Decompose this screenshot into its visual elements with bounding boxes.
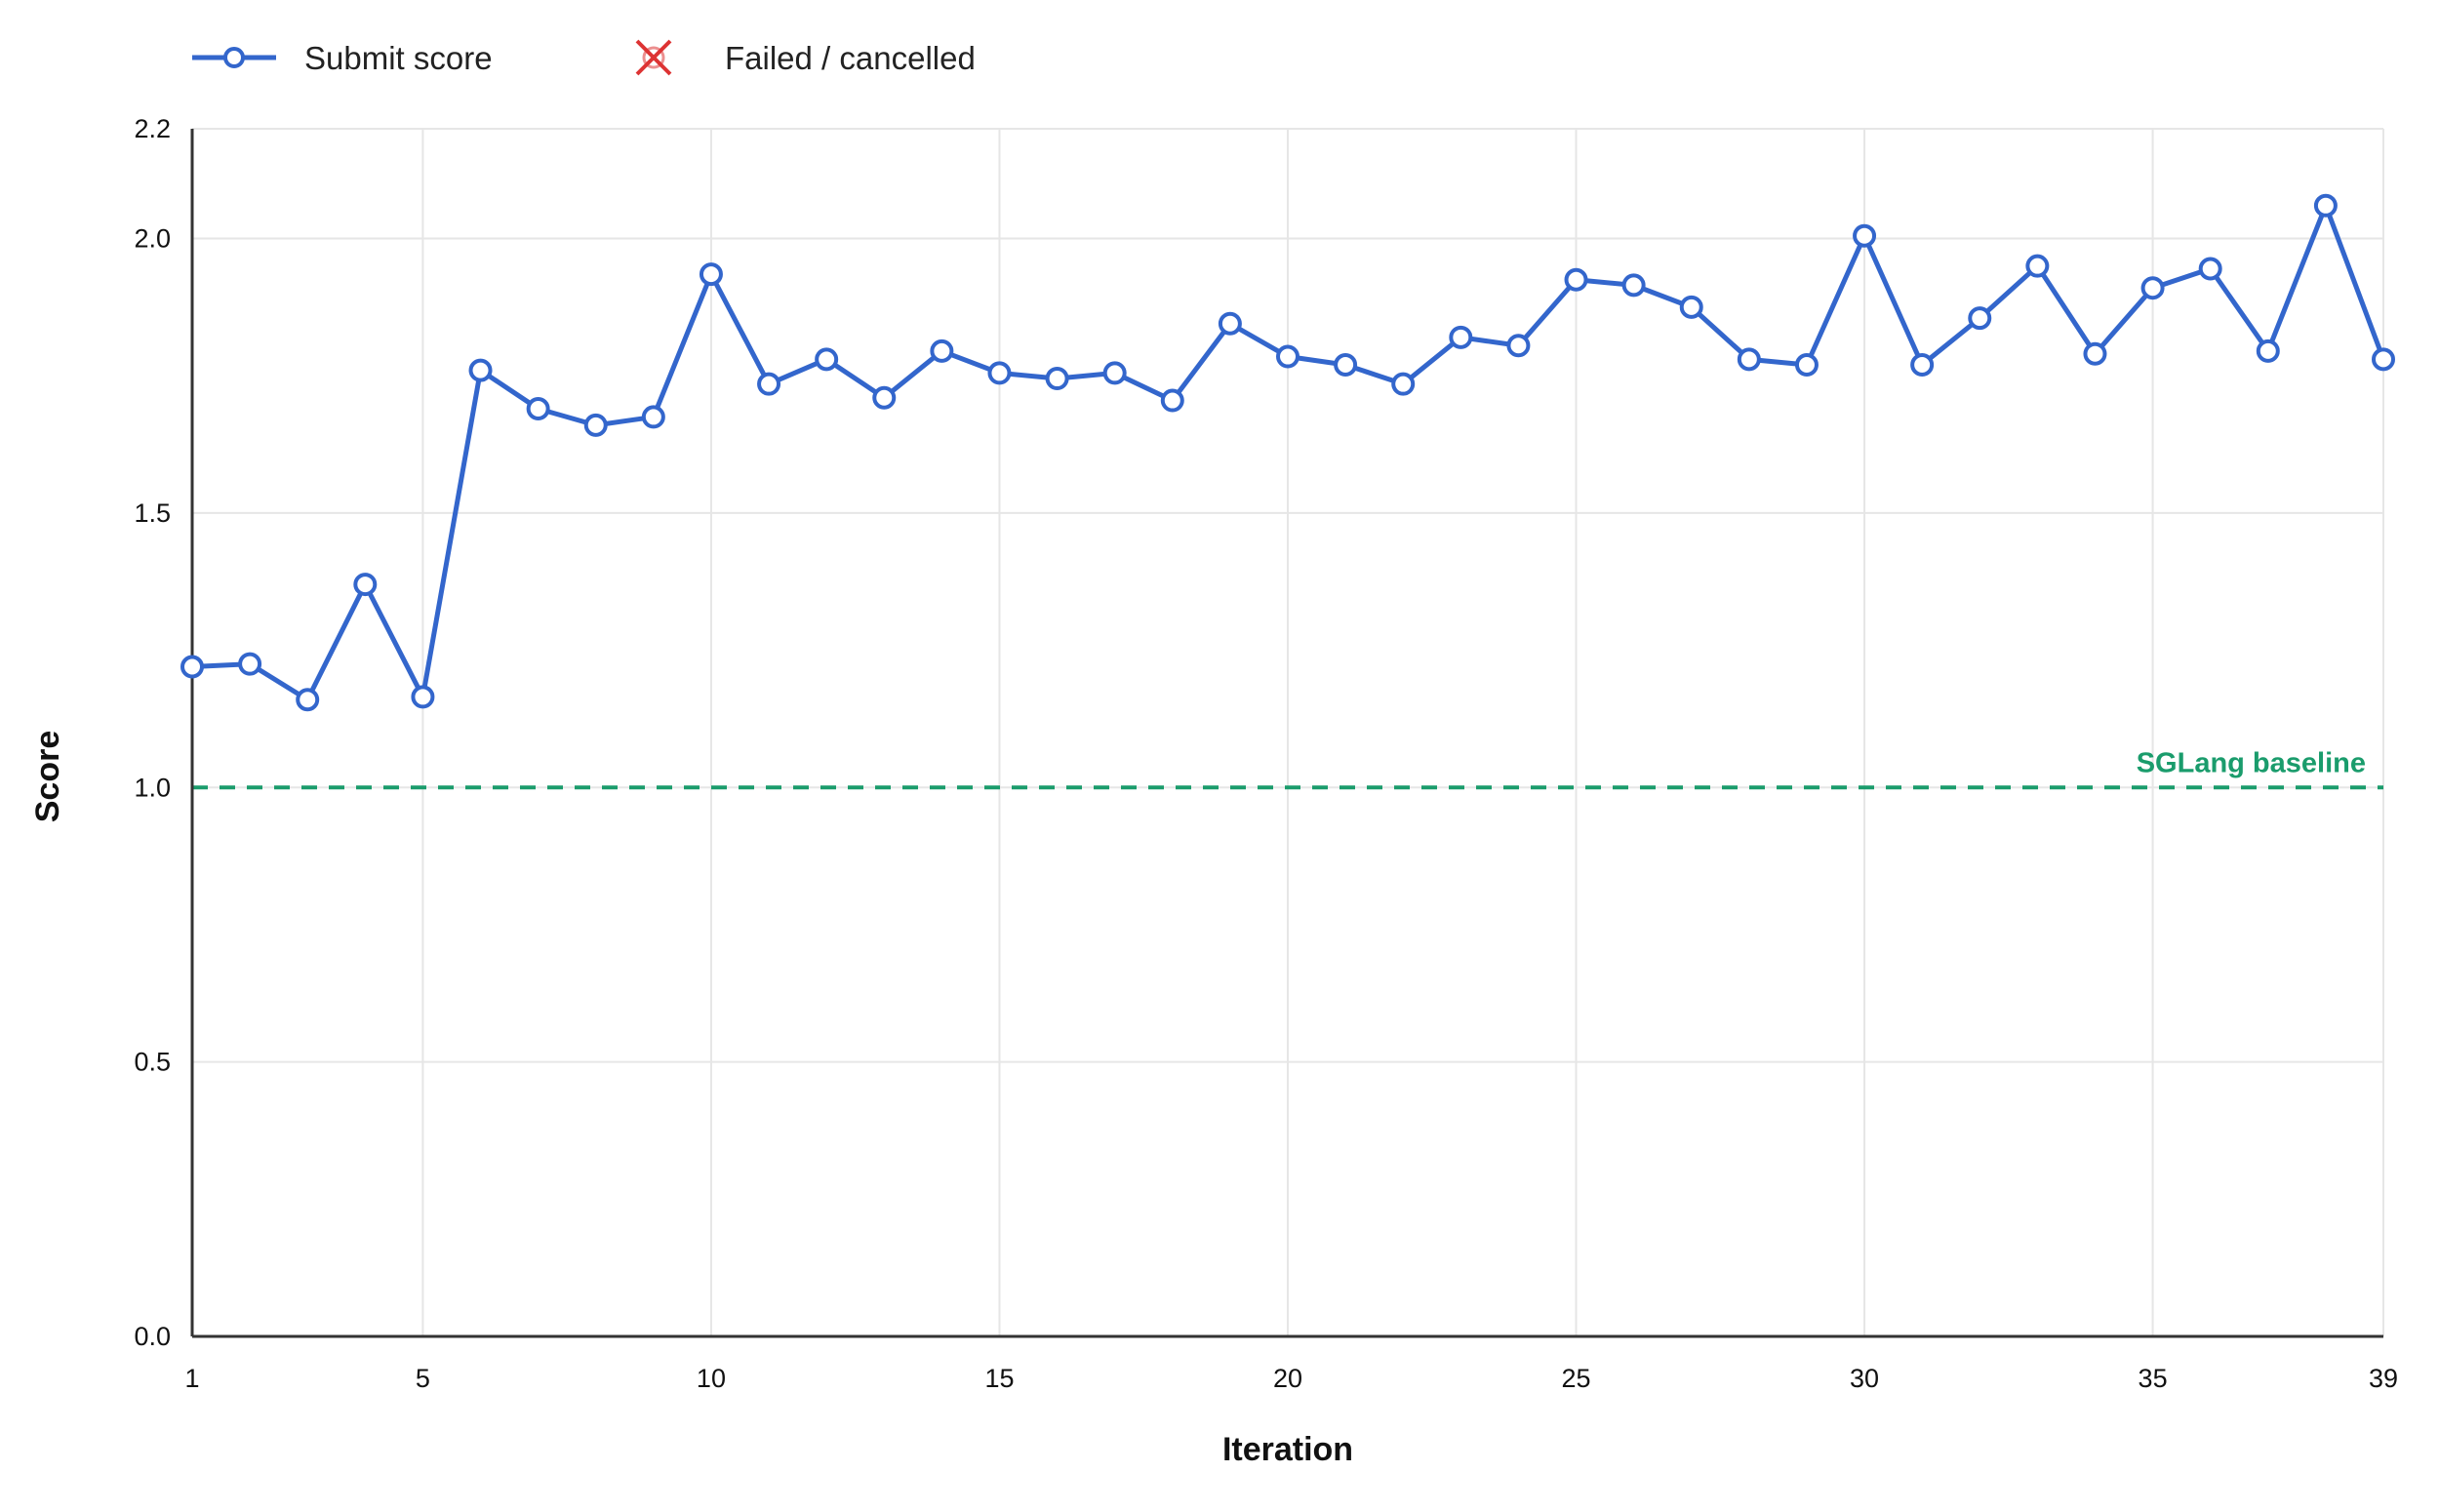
data-point (353, 573, 378, 597)
data-point (2140, 276, 2165, 300)
data-point (2256, 338, 2280, 363)
data-point (1910, 352, 1935, 377)
data-point (238, 652, 262, 676)
reference-lines: SGLang baseline (192, 747, 2383, 790)
data-point (1737, 347, 1761, 372)
data-point (1334, 352, 1358, 377)
data-point (2313, 193, 2338, 218)
data-point (757, 372, 781, 396)
legend-label: Failed / cancelled (725, 40, 976, 76)
x-tick-label: 30 (1850, 1364, 1879, 1393)
x-tick-label: 39 (2369, 1364, 2398, 1393)
y-tick-label: 0.0 (134, 1322, 171, 1351)
x-tick-label: 5 (416, 1364, 430, 1393)
legend-circle-icon (223, 47, 245, 68)
data-point (1391, 372, 1416, 396)
x-axis-title: Iteration (1222, 1431, 1353, 1468)
data-point (1621, 273, 1646, 298)
data-point (296, 688, 320, 712)
data-point (411, 685, 435, 709)
series (180, 193, 2395, 712)
x-tick-label: 15 (984, 1364, 1014, 1393)
data-point (1102, 361, 1127, 385)
data-point (1449, 325, 1473, 349)
data-point (1045, 367, 1069, 391)
legend-cross-icon (635, 39, 672, 76)
y-tick-label: 1.5 (134, 498, 171, 528)
data-point (583, 413, 608, 437)
x-tick-label: 10 (697, 1364, 726, 1393)
data-point (1564, 267, 1588, 292)
data-point (641, 405, 665, 429)
y-tick-label: 2.2 (134, 114, 171, 143)
x-tick-label: 1 (184, 1364, 199, 1393)
x-tick-label: 25 (1562, 1364, 1591, 1393)
x-tick-label: 35 (2139, 1364, 2168, 1393)
data-point (2083, 341, 2107, 366)
data-point (987, 361, 1012, 385)
data-point (2372, 347, 2395, 372)
data-point (930, 338, 954, 363)
x-tick-label: 20 (1273, 1364, 1302, 1393)
data-point (1506, 334, 1531, 358)
y-tick-label: 1.0 (134, 773, 171, 802)
y-tick-label: 2.0 (134, 224, 171, 254)
y-tick-label: 0.5 (134, 1048, 171, 1077)
data-point (1160, 388, 1184, 413)
grid (191, 128, 2384, 1337)
legend-cross-ring-icon (642, 46, 665, 69)
data-point (1218, 311, 1242, 336)
legend-label: Submit score (304, 40, 493, 76)
data-point (1968, 306, 1992, 331)
axes: 0.00.51.01.52.02.21 5 10 15 20 25 30 35 39Iterat… (29, 114, 2398, 1468)
data-point (815, 347, 839, 372)
data-point (872, 385, 897, 410)
data-point (1679, 295, 1703, 319)
data-point (2025, 254, 2050, 278)
data-point (180, 655, 204, 679)
baseline-label: SGLang baseline (2137, 747, 2366, 778)
data-point (2198, 257, 2222, 281)
data-point (1276, 344, 1299, 369)
legend: Submit score Failed / cancelled (192, 39, 976, 76)
y-axis-title: Score (29, 731, 66, 823)
data-point (699, 262, 723, 287)
data-point (1853, 223, 1877, 248)
data-point (1794, 352, 1819, 377)
data-point (468, 358, 493, 382)
data-point (526, 396, 550, 420)
